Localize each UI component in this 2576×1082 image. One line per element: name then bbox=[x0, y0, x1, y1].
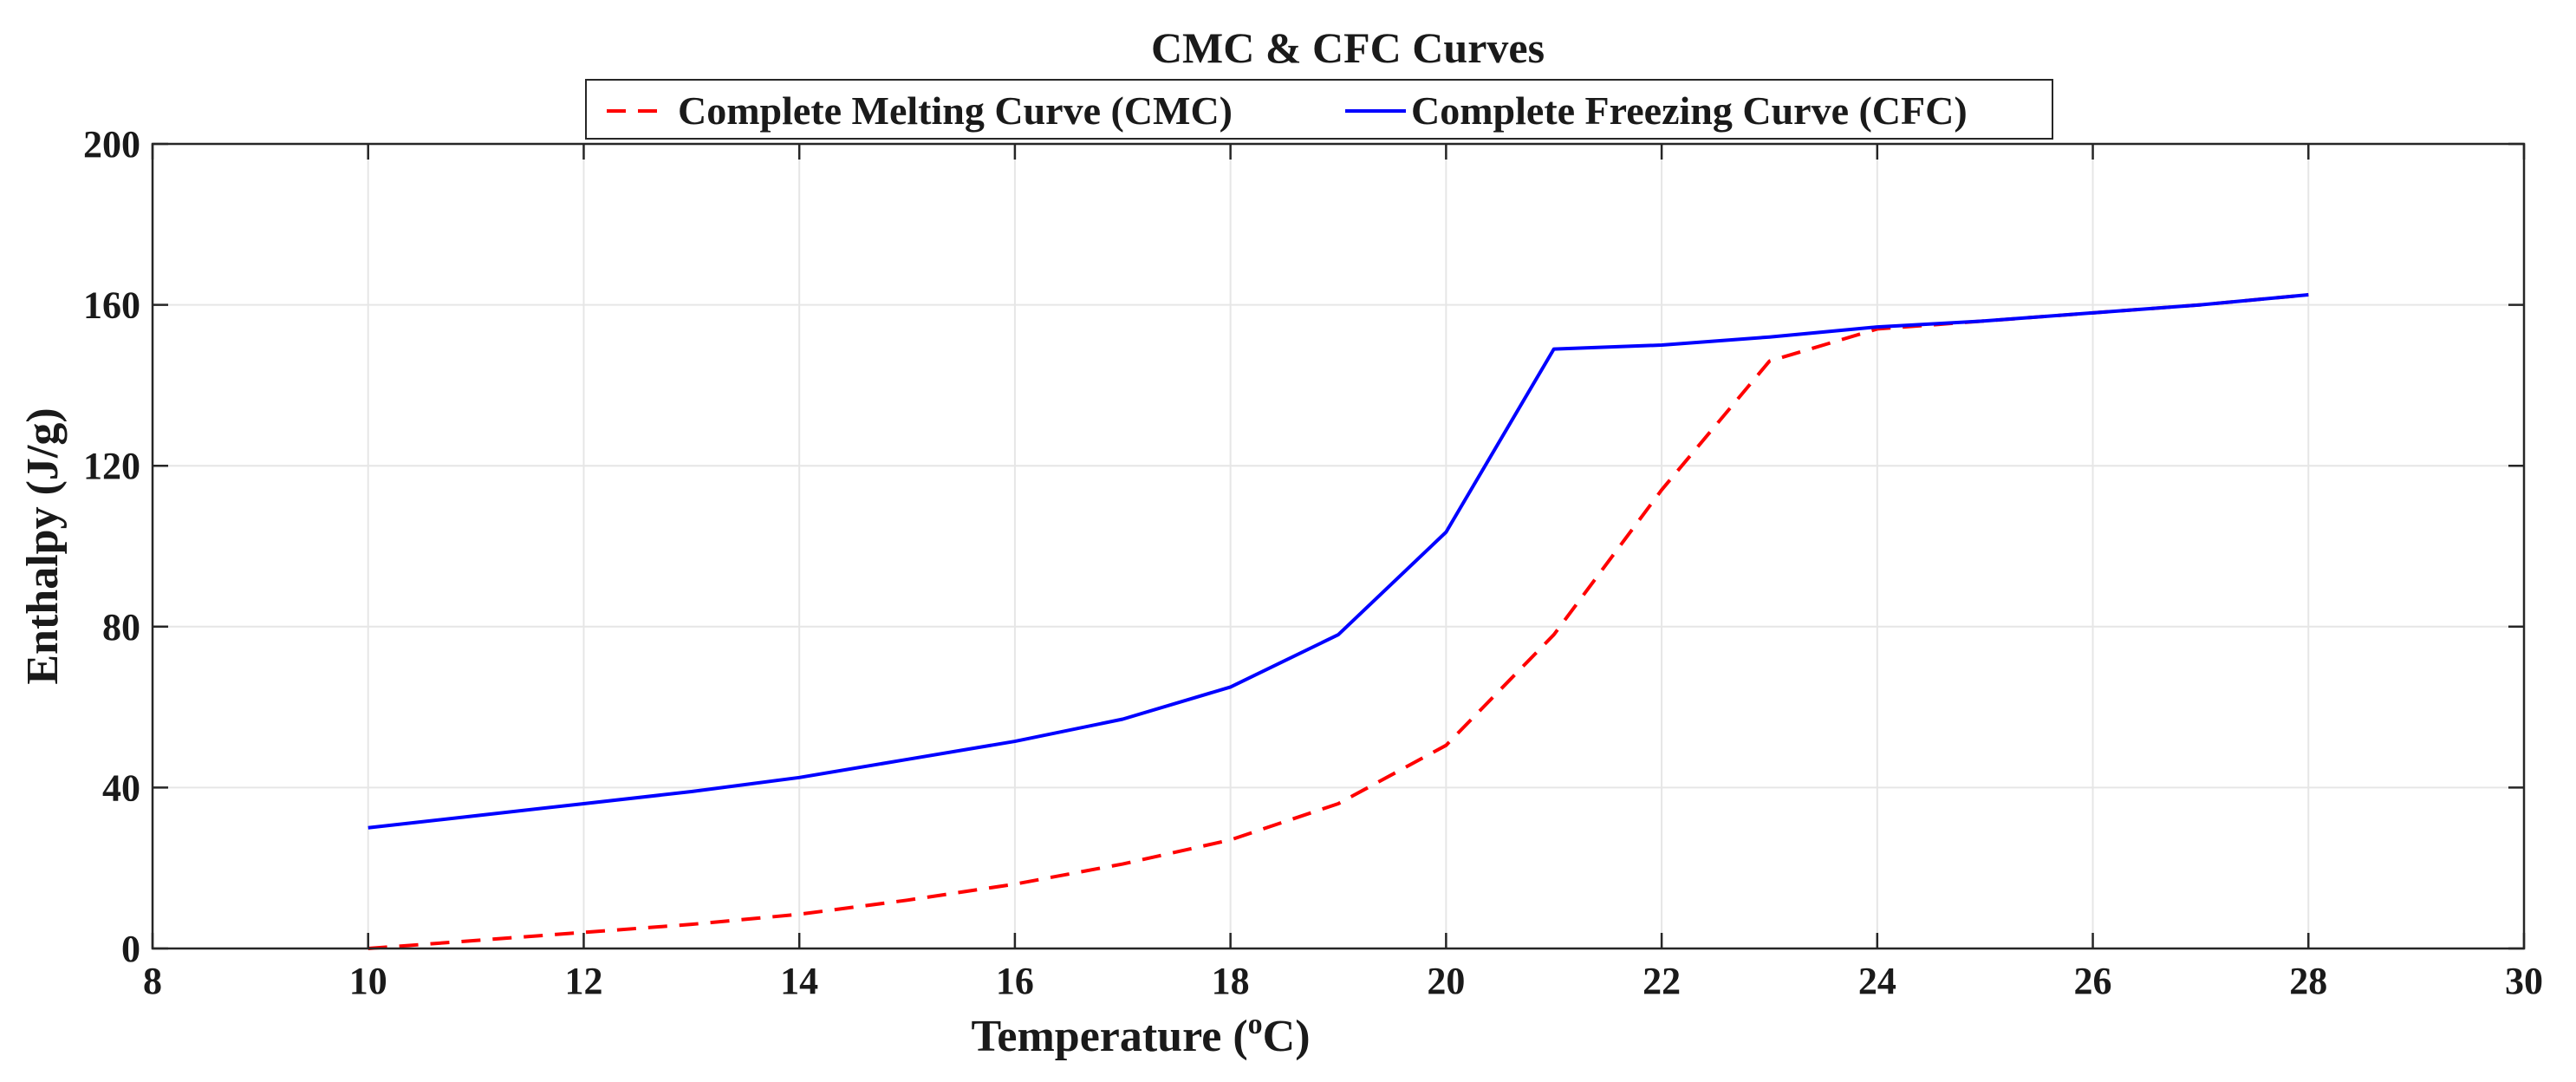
y-tick-label: 120 bbox=[83, 445, 140, 487]
legend: Complete Melting Curve (CMC) Complete Fr… bbox=[585, 79, 2053, 140]
y-tick-label: 40 bbox=[102, 766, 140, 809]
x-tick-label: 12 bbox=[564, 960, 602, 1002]
legend-label-cfc: Complete Freezing Curve (CFC) bbox=[1411, 88, 1968, 133]
x-tick-label: 26 bbox=[2074, 960, 2112, 1002]
x-tick-label: 8 bbox=[143, 960, 162, 1002]
x-axis-label-tail: C) bbox=[1263, 1012, 1311, 1061]
x-axis-label-main: Temperature ( bbox=[971, 1012, 1247, 1061]
x-tick-label: 22 bbox=[1643, 960, 1681, 1002]
x-tick-label: 14 bbox=[780, 960, 818, 1002]
y-tick-label: 80 bbox=[102, 606, 140, 649]
legend-box bbox=[585, 79, 2053, 140]
x-tick-label: 30 bbox=[2505, 960, 2543, 1002]
x-tick-label: 28 bbox=[2289, 960, 2327, 1002]
chart-title: CMC & CFC Curves bbox=[1151, 23, 1545, 72]
x-tick-label: 18 bbox=[1212, 960, 1250, 1002]
series-line-cmc bbox=[368, 293, 2309, 950]
series-line-cfc bbox=[368, 293, 2309, 830]
legend-label-cmc: Complete Melting Curve (CMC) bbox=[678, 88, 1233, 133]
x-tick-label: 10 bbox=[349, 960, 387, 1002]
x-tick-label: 16 bbox=[996, 960, 1034, 1002]
y-tick-label: 0 bbox=[121, 928, 140, 970]
ticks: 8 10 12 14 16 18 20 22 24 26 28 30 0 40 80 120 160 200 bbox=[83, 123, 2543, 1002]
series-layer bbox=[368, 293, 2309, 950]
x-axis-label: Temperature (oC) bbox=[971, 1008, 1310, 1061]
plot-frame bbox=[151, 142, 2526, 950]
y-tick-label: 160 bbox=[83, 284, 140, 327]
y-tick-label: 200 bbox=[83, 123, 140, 166]
x-tick-label: 24 bbox=[1858, 960, 1896, 1002]
y-axis-label: Enthalpy (J/g) bbox=[18, 407, 68, 684]
x-tick-label: 20 bbox=[1427, 960, 1465, 1002]
x-axis-label-superscript: o bbox=[1248, 1008, 1263, 1040]
